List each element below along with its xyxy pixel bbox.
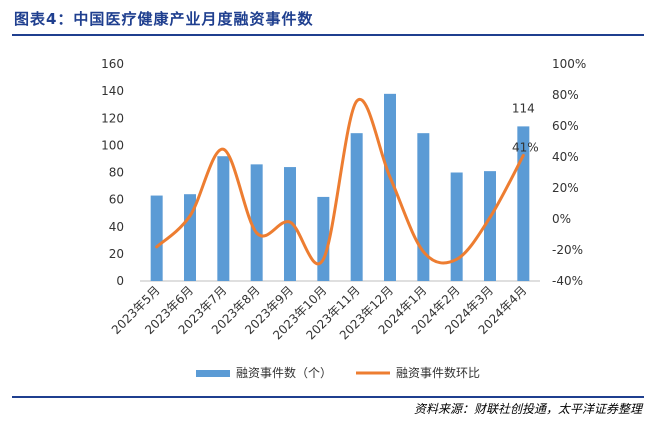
legend-bar-label: 融资事件数（个） [236, 365, 332, 380]
y-left-tick-label: 120 [101, 111, 124, 125]
legend-line-label: 融资事件数环比 [396, 365, 480, 380]
y-left-tick-label: 60 [109, 193, 124, 207]
bar [217, 156, 230, 281]
y-right-tick-label: -20% [552, 243, 583, 257]
bar [317, 196, 330, 281]
bar [517, 126, 530, 281]
footer-rule [12, 396, 644, 398]
legend-bar-swatch [196, 370, 230, 377]
bar [150, 195, 163, 281]
series-line [155, 97, 525, 266]
line-data-label: 41% [512, 140, 539, 154]
combo-chart: 0 20 40 60 80 100 120 140 160 -40% -20% 0% 20% 40% 60%… [101, 57, 586, 380]
y-right-tick-label: 0% [552, 212, 571, 226]
y-left-tick-label: 140 [101, 84, 124, 98]
y-left-tick-label: 0 [116, 274, 124, 288]
figure-title: 图表4：中国医疗健康产业月度融资事件数 [14, 10, 314, 28]
y-right-tick-label: 40% [552, 150, 579, 164]
y-left-tick-label: 20 [109, 247, 124, 261]
y-left-tick-label: 160 [101, 57, 124, 71]
y-right-tick-label: -40% [552, 274, 583, 288]
y-left-tick-label: 40 [109, 220, 124, 234]
title-rule [12, 34, 644, 36]
bar-data-label: 114 [512, 101, 535, 115]
y-right-tick-label: 20% [552, 181, 579, 195]
y-left-tick-label: 80 [109, 166, 124, 180]
y-right-tick-label: 100% [552, 57, 586, 71]
bar [417, 133, 430, 281]
bar [184, 194, 196, 281]
bar [350, 133, 363, 281]
y-right-tick-label: 60% [552, 119, 579, 133]
bar [484, 171, 496, 281]
y-right-tick-label: 80% [552, 88, 579, 102]
source-note: 资料来源：财联社创投通，太平洋证券整理 [413, 402, 642, 416]
bar [384, 93, 396, 282]
bar [284, 167, 296, 281]
y-left-tick-label: 100 [101, 138, 124, 152]
bar [450, 172, 463, 281]
bar [250, 164, 263, 281]
